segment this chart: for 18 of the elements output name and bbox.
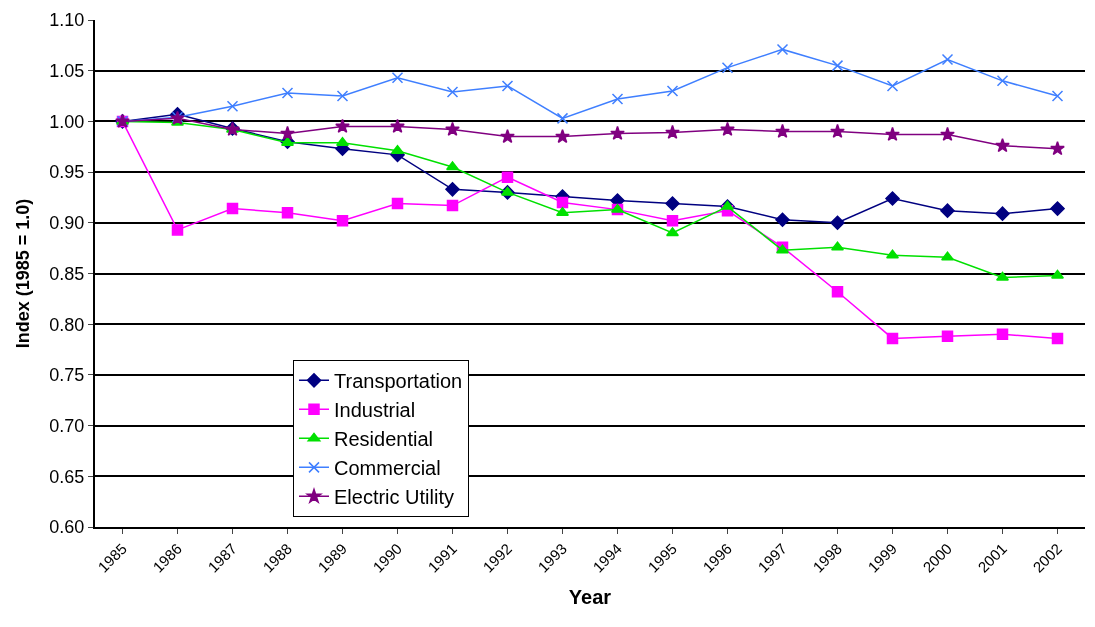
legend-label: Electric Utility — [334, 486, 455, 509]
legend-label: Industrial — [334, 399, 416, 422]
y-tick-label: 1.05 — [49, 61, 85, 81]
legend-label: Commercial — [334, 457, 441, 480]
y-tick-label: 1.10 — [49, 10, 85, 31]
legend-label: Transportation — [334, 370, 463, 393]
y-tick-label: 0.85 — [49, 263, 85, 284]
y-tick-label: 0.65 — [49, 466, 85, 487]
y-tick-label: 0.80 — [49, 314, 85, 335]
legend-label: Residential — [334, 428, 433, 451]
x-axis-title: Year — [568, 585, 612, 608]
y-tick-label: 0.70 — [49, 415, 85, 436]
y-axis-title: Index (1985 = 1.0) — [13, 198, 34, 349]
y-tick-label: 0.90 — [49, 213, 85, 234]
y-tick-label: 0.95 — [49, 162, 85, 183]
y-tick-label: 1.00 — [49, 111, 85, 132]
y-tick-label: 0.60 — [49, 517, 85, 538]
y-tick-label: 0.75 — [49, 365, 85, 386]
